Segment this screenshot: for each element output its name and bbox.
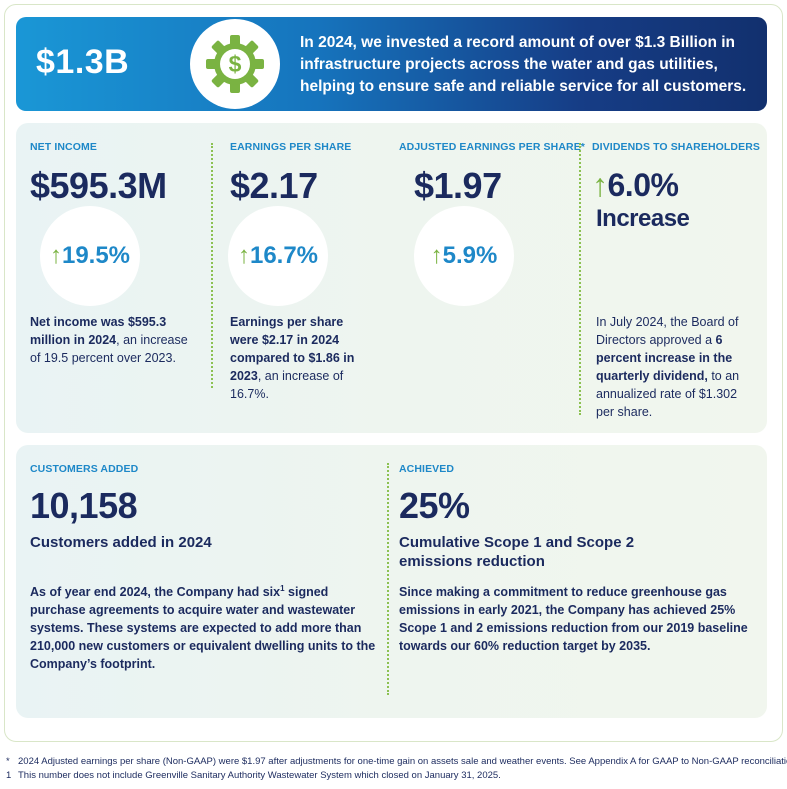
- section-divider: [387, 463, 389, 695]
- dividends-label: DIVIDENDS TO SHAREHOLDERS: [592, 141, 760, 153]
- net-income-label: NET INCOME: [30, 141, 97, 153]
- metric-divider: [579, 143, 581, 415]
- adjusted-eps-label: ADJUSTED EARNINGS PER SHARE*: [399, 141, 585, 153]
- investment-banner: $1.3B $ In 2024, we invested a record am…: [16, 17, 767, 111]
- eps-label: EARNINGS PER SHARE: [230, 141, 352, 153]
- dividends-increase-label: Increase: [596, 205, 690, 232]
- net-income-change-bubble: ↑19.5%: [40, 206, 140, 306]
- eps-change-bubble: ↑16.7%: [228, 206, 328, 306]
- net-income-change: 19.5%: [61, 242, 131, 269]
- achieved-label: ACHIEVED: [399, 463, 455, 475]
- customers-added-paragraph: As of year end 2024, the Company had six…: [30, 583, 376, 671]
- banner-text: In 2024, we invested a record amount of …: [300, 34, 747, 95]
- emissions-reduction-subtitle: Cumulative Scope 1 and Scope 2 emissions…: [399, 534, 635, 570]
- footnote-customers: 1 This number does not include Greenville…: [6, 770, 501, 781]
- dividends-value: ↑6.0%: [592, 167, 679, 203]
- net-income-description: Net income was $595.3 million in 2024, a…: [30, 315, 188, 365]
- arrow-up-icon: ↑: [592, 167, 608, 203]
- arrow-up-icon: ↑: [49, 242, 62, 269]
- footnote-ref: 1: [280, 583, 285, 593]
- adjusted-eps-value: $1.97: [414, 165, 502, 206]
- arrow-up-icon: ↑: [430, 242, 443, 269]
- customers-added-label: CUSTOMERS ADDED: [30, 463, 139, 475]
- dollar-gear-icon: $: [206, 35, 264, 93]
- emissions-reduction-paragraph: Since making a commitment to reduce gree…: [399, 585, 748, 653]
- eps-value: $2.17: [230, 165, 318, 206]
- customers-added-value: 10,158: [30, 485, 138, 526]
- footnote-adjusted-eps: * 2024 Adjusted earnings per share (Non-G…: [6, 756, 787, 767]
- customers-emissions-panel: CUSTOMERS ADDED 10,158 Customers added i…: [16, 445, 767, 718]
- adjusted-eps-change-bubble: ↑5.9%: [414, 206, 514, 306]
- arrow-up-icon: ↑: [237, 242, 250, 269]
- dividends-description: In July 2024, the Board of Directors app…: [596, 315, 740, 419]
- customers-added-subtitle: Customers added in 2024: [30, 534, 212, 551]
- banner-amount: $1.3B: [36, 43, 130, 81]
- banner-icon-circle: $: [190, 19, 280, 109]
- eps-description: Earnings per share were $2.17 in 2024 co…: [230, 315, 355, 401]
- eps-change: 16.7%: [249, 242, 319, 269]
- financial-metrics-panel: NET INCOME $595.3M ↑19.5% Net income was…: [16, 123, 767, 433]
- net-income-value: $595.3M: [30, 165, 167, 206]
- svg-text:$: $: [229, 51, 242, 77]
- emissions-reduction-value: 25%: [399, 485, 470, 526]
- metric-divider: [211, 143, 213, 388]
- adjusted-eps-change: 5.9%: [442, 242, 498, 269]
